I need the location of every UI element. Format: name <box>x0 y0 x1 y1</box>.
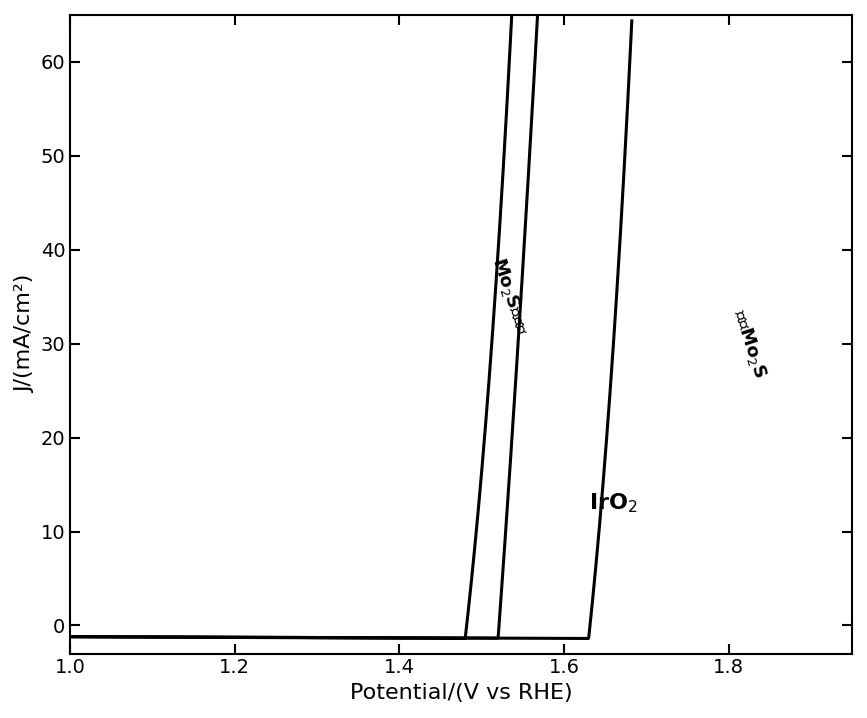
X-axis label: Potential/(V vs RHE): Potential/(V vs RHE) <box>349 683 572 703</box>
Text: IrO$_2$: IrO$_2$ <box>589 492 637 515</box>
Text: 商业Mo$_2$S: 商业Mo$_2$S <box>728 307 770 381</box>
Y-axis label: J/(mA/cm²): J/(mA/cm²) <box>15 275 35 393</box>
Text: Mo$_2$S纳米球: Mo$_2$S纳米球 <box>488 255 532 338</box>
